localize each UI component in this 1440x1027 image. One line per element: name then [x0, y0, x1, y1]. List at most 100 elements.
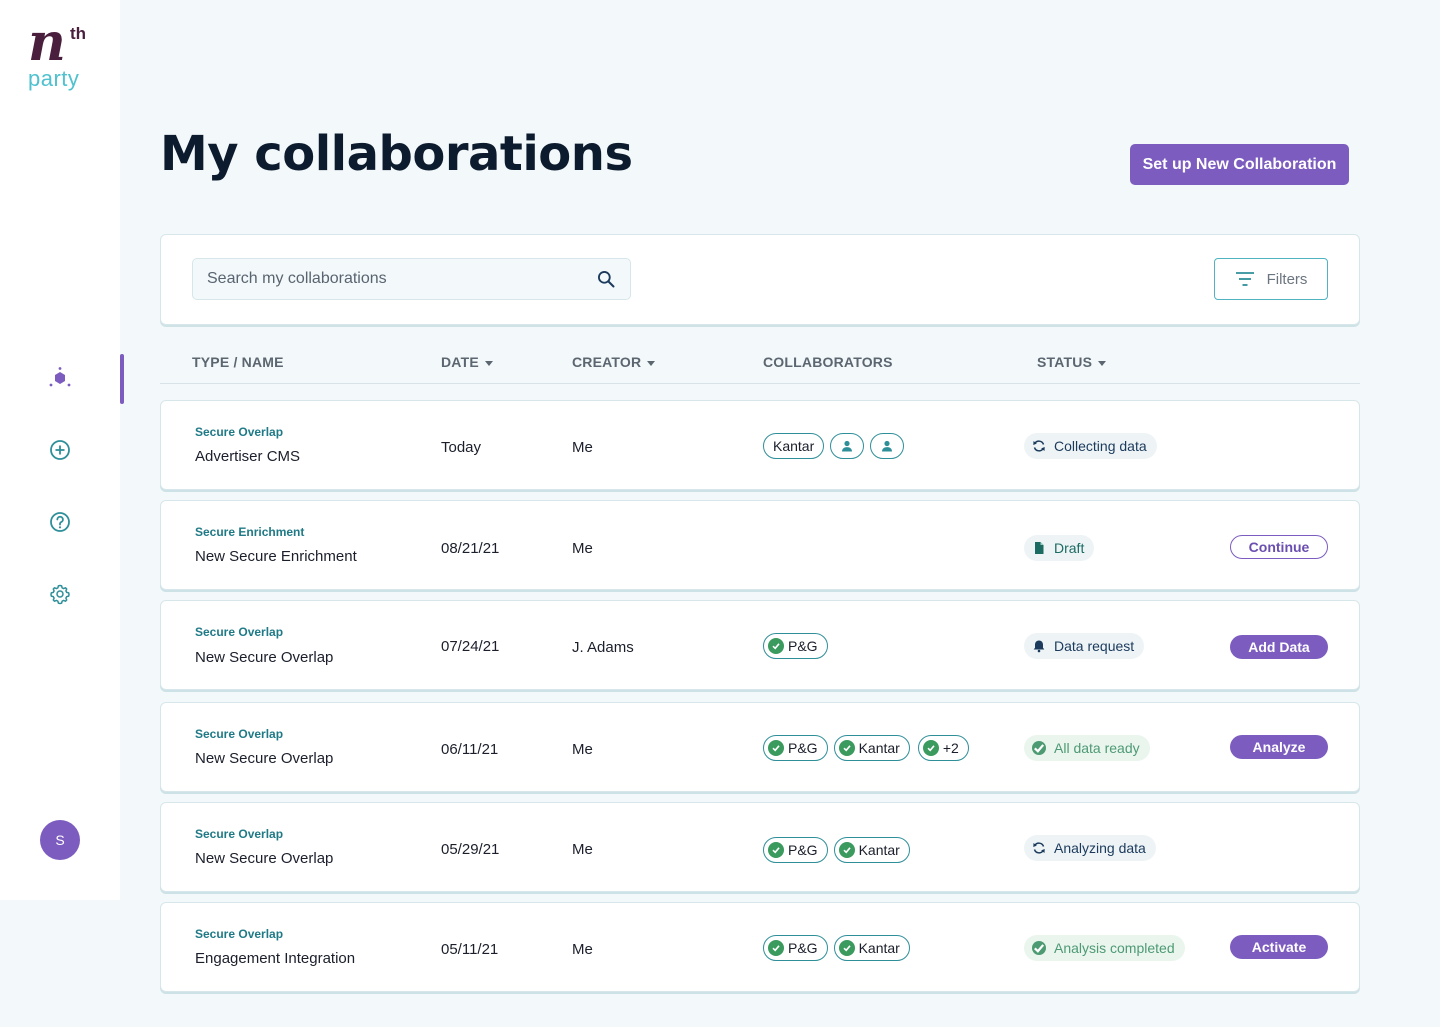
column-collaborators-label: COLLABORATORS — [763, 354, 893, 370]
nthparty-logo[interactable]: n th party — [24, 12, 100, 94]
filters-label: Filters — [1266, 270, 1308, 288]
sidebar-item-collaborations[interactable] — [0, 354, 124, 404]
search-input[interactable] — [207, 270, 596, 288]
table-header: TYPE / NAME DATE CREATOR COLLABORATORS S… — [160, 342, 1360, 384]
collaborator-chip[interactable] — [870, 433, 905, 459]
status-label: Analyzing data — [1054, 840, 1146, 856]
sort-caret-icon — [484, 360, 493, 366]
filter-icon — [1235, 272, 1254, 286]
status-label: Collecting data — [1054, 438, 1147, 454]
column-creator-label: CREATOR — [572, 354, 642, 370]
collaborator-name: Kantar — [858, 940, 900, 956]
collaborator-chip[interactable]: P&G — [763, 837, 828, 863]
status-label: Analysis completed — [1054, 940, 1175, 956]
status-badge: Collecting data — [1024, 433, 1157, 459]
check-icon — [768, 638, 784, 654]
collab-creator: Me — [572, 540, 593, 557]
collab-type: Secure Overlap — [195, 927, 284, 941]
collab-name[interactable]: Engagement Integration — [195, 950, 356, 967]
column-date[interactable]: DATE — [441, 354, 493, 370]
collaborator-chip[interactable]: P&G — [763, 935, 828, 961]
bell-icon — [1033, 640, 1045, 653]
help-circle-icon — [50, 512, 70, 532]
table-row[interactable]: Secure Overlap Engagement Integration 05… — [160, 902, 1360, 992]
column-collaborators: COLLABORATORS — [763, 354, 893, 370]
collab-date: 05/11/21 — [441, 941, 499, 958]
collaborators-list: P&G Kantar — [763, 935, 910, 961]
collaborator-chip[interactable]: +2 — [917, 735, 969, 761]
collab-name[interactable]: New Secure Overlap — [195, 649, 334, 666]
collaborators-list: P&G Kantar — [763, 837, 910, 863]
page-title: My collaborations — [160, 126, 633, 182]
status-badge: Analysis completed — [1024, 935, 1185, 961]
table-row[interactable]: Secure Enrichment New Secure Enrichment … — [160, 500, 1360, 590]
gear-icon — [50, 584, 70, 605]
continue-button[interactable]: Continue — [1230, 535, 1328, 559]
collaborator-chip[interactable] — [830, 433, 865, 459]
sort-caret-icon — [647, 360, 656, 366]
collaborator-name: P&G — [788, 940, 818, 956]
search-icon[interactable] — [596, 269, 616, 289]
collaborator-name: P&G — [788, 740, 818, 756]
collab-creator: Me — [572, 841, 593, 858]
add-circle-icon — [50, 440, 70, 460]
collab-name[interactable]: New Secure Enrichment — [195, 548, 357, 565]
add-data-button[interactable]: Add Data — [1230, 635, 1328, 659]
collaborator-chip[interactable]: P&G — [763, 735, 828, 761]
search-panel: Filters — [160, 234, 1360, 325]
collaborator-name: Kantar — [773, 438, 815, 454]
table-row[interactable]: Secure Overlap Advertiser CMS Today Me K… — [160, 400, 1360, 490]
column-status[interactable]: STATUS — [1037, 354, 1107, 370]
collab-name[interactable]: New Secure Overlap — [195, 750, 334, 767]
sidebar-item-help[interactable] — [0, 498, 120, 546]
collaborator-chip[interactable]: P&G — [763, 633, 828, 659]
status-badge: All data ready — [1024, 735, 1150, 761]
check-icon — [768, 740, 784, 756]
analyze-button[interactable]: Analyze — [1230, 735, 1328, 759]
status-label: Draft — [1054, 540, 1085, 556]
status-label: All data ready — [1054, 740, 1140, 756]
person-icon — [882, 440, 893, 452]
filters-button[interactable]: Filters — [1214, 258, 1328, 300]
sync-icon — [1033, 842, 1045, 854]
logo-superscript: th — [70, 24, 87, 43]
user-avatar[interactable]: S — [40, 820, 80, 860]
table-row[interactable]: Secure Overlap New Secure Overlap 06/11/… — [160, 702, 1360, 792]
collab-date: 06/11/21 — [441, 741, 499, 758]
new-collaboration-button[interactable]: Set up New Collaboration — [1130, 144, 1349, 185]
check-icon — [1032, 941, 1046, 955]
collab-type: Secure Overlap — [195, 425, 284, 439]
check-icon — [838, 940, 855, 956]
collab-creator: J. Adams — [572, 639, 634, 656]
collab-date: 08/21/21 — [441, 540, 500, 557]
collab-date: Today — [441, 439, 482, 456]
collaborator-chip[interactable]: Kantar — [833, 935, 910, 961]
collab-creator: Me — [572, 741, 593, 758]
collaborator-chip[interactable]: Kantar — [833, 837, 910, 863]
collab-name[interactable]: New Secure Overlap — [195, 850, 334, 867]
column-creator[interactable]: CREATOR — [572, 354, 656, 370]
table-row[interactable]: Secure Overlap New Secure Overlap 05/29/… — [160, 802, 1360, 892]
sync-icon — [1033, 440, 1045, 452]
sidebar-item-new[interactable] — [0, 426, 120, 474]
collab-type: Secure Enrichment — [195, 525, 305, 539]
collab-name[interactable]: Advertiser CMS — [195, 448, 301, 465]
collaborators-list: Kantar — [763, 433, 905, 459]
status-badge: Data request — [1024, 633, 1145, 659]
status-badge: Draft — [1024, 535, 1095, 561]
check-icon — [838, 740, 855, 756]
collaborator-name: Kantar — [858, 842, 900, 858]
logo-sub: party — [28, 66, 80, 91]
collab-date: 07/24/21 — [441, 638, 500, 655]
check-icon — [922, 740, 939, 756]
column-type-name: TYPE / NAME — [192, 354, 284, 370]
table-row[interactable]: Secure Overlap New Secure Overlap 07/24/… — [160, 600, 1360, 690]
status-label: Data request — [1054, 638, 1135, 654]
activate-button[interactable]: Activate — [1230, 935, 1328, 959]
sidebar: n th party S — [0, 0, 124, 900]
collaborator-chip[interactable]: Kantar — [833, 735, 910, 761]
sidebar-item-settings[interactable] — [0, 570, 120, 618]
collab-type: Secure Overlap — [195, 827, 284, 841]
collaborator-chip[interactable]: Kantar — [763, 433, 825, 459]
column-type-name-label: TYPE / NAME — [192, 354, 284, 370]
